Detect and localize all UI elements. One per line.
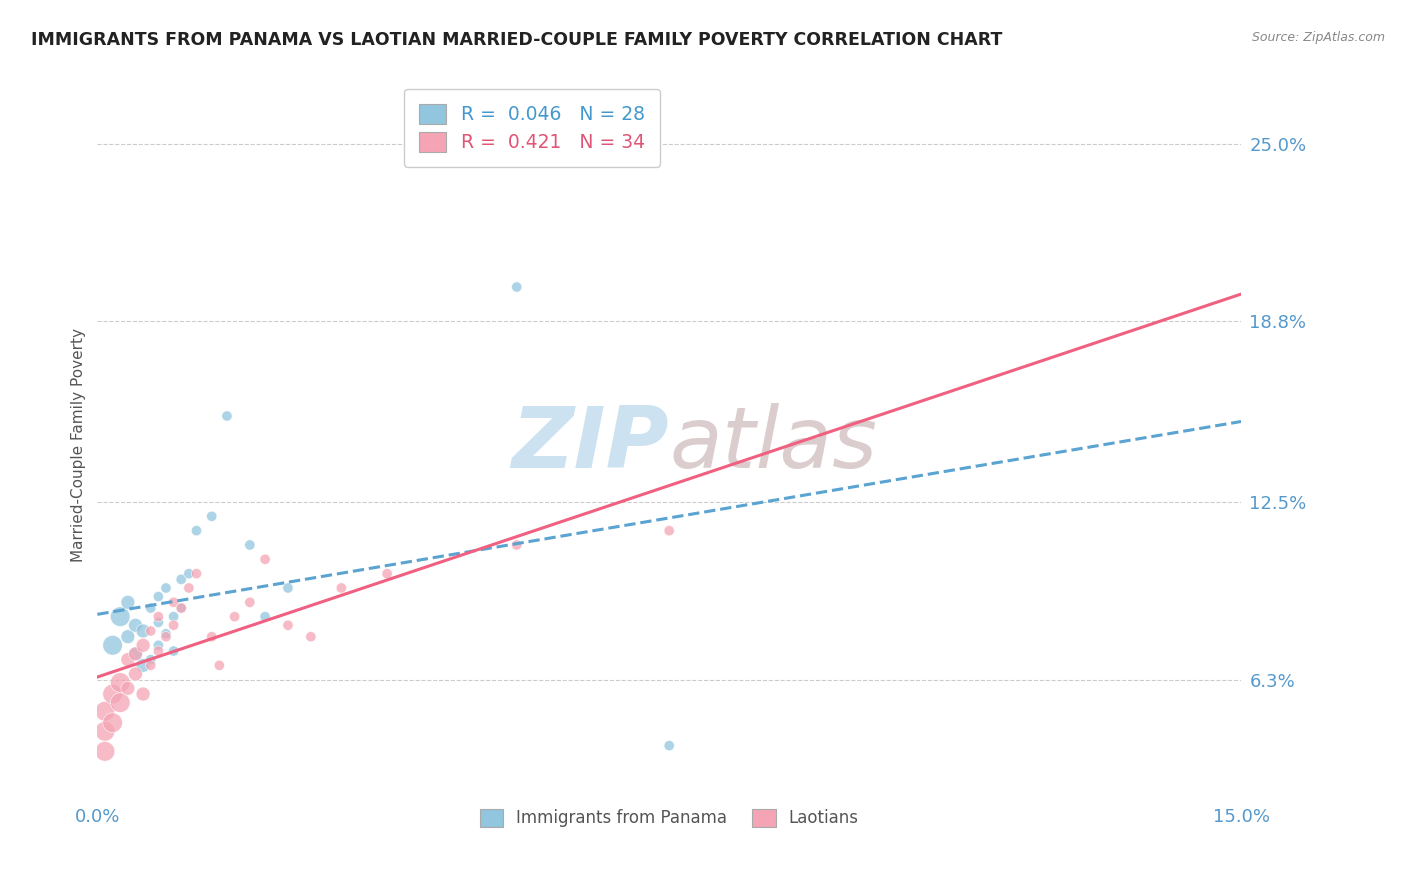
Point	[110, 675, 132, 690]
Point	[162, 618, 184, 632]
Point	[117, 630, 139, 644]
Point	[110, 609, 132, 624]
Point	[124, 667, 146, 681]
Point	[148, 609, 170, 624]
Point	[170, 601, 193, 615]
Point	[101, 715, 124, 730]
Point	[201, 630, 224, 644]
Point	[132, 658, 155, 673]
Point	[132, 687, 155, 701]
Text: ZIP: ZIP	[512, 403, 669, 486]
Point	[117, 595, 139, 609]
Point	[506, 280, 529, 294]
Point	[215, 409, 238, 423]
Point	[101, 687, 124, 701]
Point	[186, 566, 208, 581]
Point	[148, 644, 170, 658]
Point	[330, 581, 353, 595]
Point	[124, 647, 146, 661]
Point	[201, 509, 224, 524]
Point	[124, 618, 146, 632]
Point	[186, 524, 208, 538]
Point	[658, 739, 681, 753]
Point	[177, 566, 200, 581]
Point	[170, 601, 193, 615]
Point	[110, 696, 132, 710]
Point	[132, 624, 155, 638]
Point	[117, 653, 139, 667]
Point	[139, 658, 162, 673]
Point	[162, 609, 184, 624]
Point	[139, 653, 162, 667]
Point	[224, 609, 246, 624]
Y-axis label: Married-Couple Family Poverty: Married-Couple Family Poverty	[72, 327, 86, 562]
Point	[239, 538, 262, 552]
Text: IMMIGRANTS FROM PANAMA VS LAOTIAN MARRIED-COUPLE FAMILY POVERTY CORRELATION CHAR: IMMIGRANTS FROM PANAMA VS LAOTIAN MARRIE…	[31, 31, 1002, 49]
Point	[299, 630, 322, 644]
Legend: Immigrants from Panama, Laotians: Immigrants from Panama, Laotians	[472, 802, 866, 834]
Point	[155, 627, 177, 641]
Point	[132, 638, 155, 652]
Point	[177, 581, 200, 595]
Point	[658, 524, 681, 538]
Point	[277, 581, 299, 595]
Point	[208, 658, 231, 673]
Point	[155, 630, 177, 644]
Point	[101, 638, 124, 652]
Point	[124, 647, 146, 661]
Text: Source: ZipAtlas.com: Source: ZipAtlas.com	[1251, 31, 1385, 45]
Point	[94, 704, 117, 718]
Point	[148, 638, 170, 652]
Point	[239, 595, 262, 609]
Point	[170, 573, 193, 587]
Point	[162, 644, 184, 658]
Point	[254, 609, 277, 624]
Point	[155, 581, 177, 595]
Point	[94, 744, 117, 758]
Text: atlas: atlas	[669, 403, 877, 486]
Point	[148, 615, 170, 630]
Point	[506, 538, 529, 552]
Point	[162, 595, 184, 609]
Point	[254, 552, 277, 566]
Point	[117, 681, 139, 696]
Point	[148, 590, 170, 604]
Point	[277, 618, 299, 632]
Point	[375, 566, 398, 581]
Point	[94, 724, 117, 739]
Point	[139, 624, 162, 638]
Point	[139, 601, 162, 615]
